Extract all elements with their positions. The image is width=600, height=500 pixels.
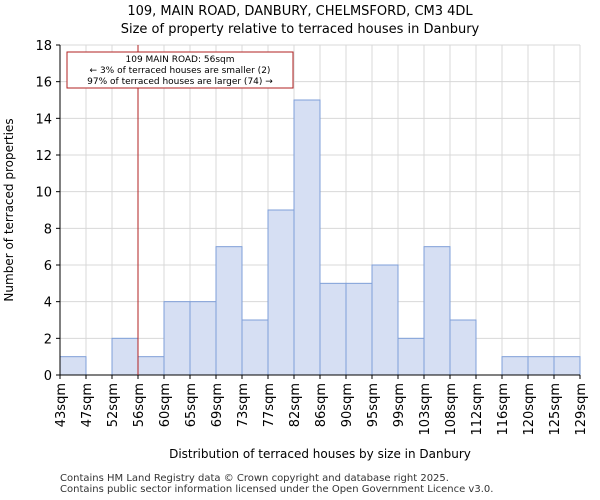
footer-line1: Contains HM Land Registry data © Crown c… — [60, 473, 449, 484]
x-tick-label: 69sqm — [210, 383, 225, 427]
x-tick-label: 103sqm — [418, 383, 433, 436]
x-tick-label: 120sqm — [522, 383, 537, 436]
bar-120sqm — [527, 356, 555, 376]
x-tick-label: 95sqm — [366, 383, 381, 427]
annotation-line-3: 97% of terraced houses are larger (74) → — [87, 77, 273, 87]
annotation-box — [66, 51, 294, 89]
bar-73sqm — [241, 319, 269, 376]
x-tick-label: 43sqm — [54, 383, 69, 427]
bars — [59, 99, 581, 376]
y-tick-label: 14 — [35, 112, 52, 127]
y-tick-label: 0 — [44, 369, 52, 384]
x-tick-label: 86sqm — [314, 383, 329, 427]
y-tick-label: 8 — [44, 222, 52, 237]
x-tick-label: 52sqm — [106, 383, 121, 427]
bar-69sqm — [215, 246, 243, 376]
x-tick-label: 47sqm — [80, 383, 95, 427]
y-tick-label: 6 — [44, 259, 52, 274]
y-axis-label: Number of terraced properties — [2, 118, 16, 301]
x-tick-label: 65sqm — [184, 383, 199, 427]
footer-line2: Contains public sector information licen… — [60, 484, 494, 495]
bar-43sqm — [59, 356, 87, 376]
bar-95sqm — [371, 264, 399, 376]
y-tick-label: 10 — [35, 186, 52, 201]
bar-82sqm — [293, 99, 321, 376]
x-tick-label: 99sqm — [392, 383, 407, 427]
x-tick-label: 73sqm — [236, 383, 251, 427]
y-tick-label: 18 — [35, 39, 52, 54]
x-axis-label: Distribution of terraced houses by size … — [169, 447, 471, 461]
x-tick-label: 82sqm — [288, 383, 303, 427]
x-ticks: 43sqm 47sqm 52sqm 56sqm 60sqm 65sqm 69sqm 73sqm… — [54, 375, 589, 436]
x-tick-label: 125sqm — [548, 383, 563, 436]
y-tick-label: 2 — [44, 332, 52, 347]
bar-125sqm — [553, 356, 581, 376]
bar-108sqm — [449, 319, 477, 376]
y-tick-label: 16 — [35, 76, 52, 91]
bar-52sqm — [111, 337, 139, 376]
y-tick-label: 12 — [35, 149, 52, 164]
annotation-line-2: ← 3% of terraced houses are smaller (2) — [90, 66, 271, 76]
bar-86sqm — [319, 282, 347, 376]
y-ticks: 0 2 4 6 8 10 12 14 16 18 — [35, 39, 60, 384]
y-tick-label: 4 — [44, 296, 52, 311]
chart-title-line2: Size of property relative to terraced ho… — [120, 22, 480, 37]
bar-103sqm — [423, 246, 451, 376]
x-tick-label: 116sqm — [496, 383, 511, 436]
x-tick-label: 56sqm — [132, 383, 147, 427]
bar-116sqm — [501, 356, 529, 376]
bar-65sqm — [189, 301, 217, 376]
x-tick-label: 60sqm — [158, 383, 173, 427]
bar-99sqm — [397, 337, 425, 376]
bar-56sqm — [137, 356, 165, 376]
bar-90sqm — [345, 282, 373, 376]
chart-title-line1: 109, MAIN ROAD, DANBURY, CHELMSFORD, CM3… — [127, 4, 473, 19]
x-tick-label: 90sqm — [340, 383, 355, 427]
x-tick-label: 77sqm — [262, 383, 277, 427]
bar-77sqm — [267, 209, 295, 376]
x-tick-label: 108sqm — [444, 383, 459, 436]
bar-60sqm — [163, 301, 191, 376]
annotation-line-1: 109 MAIN ROAD: 56sqm — [126, 55, 235, 65]
x-tick-label: 112sqm — [470, 383, 485, 436]
x-tick-label: 129sqm — [574, 383, 589, 436]
